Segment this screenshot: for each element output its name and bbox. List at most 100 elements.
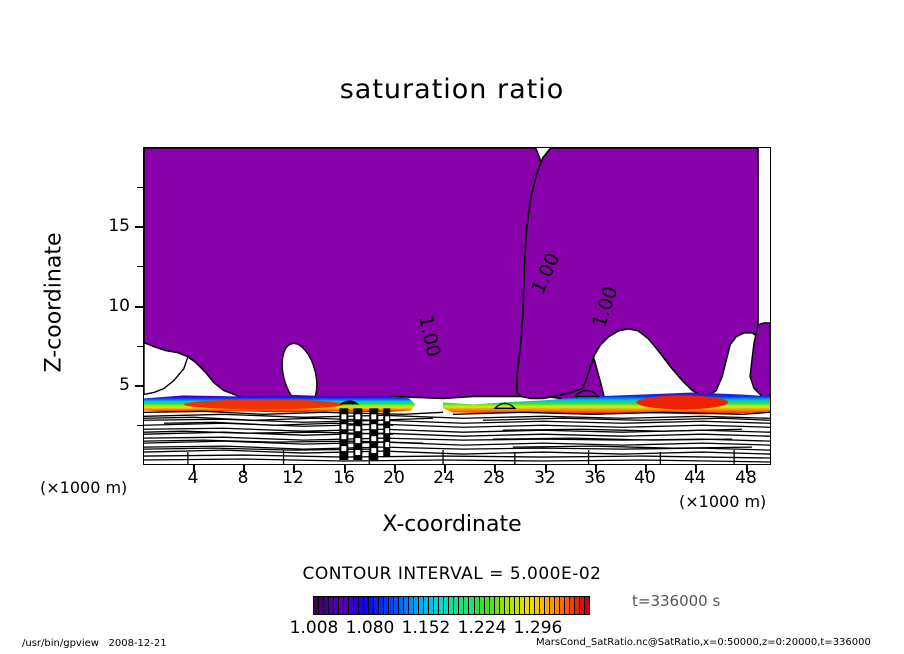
colorbar-cell xyxy=(319,597,325,614)
x-tick-label: 16 xyxy=(333,468,355,488)
colorbar-cell xyxy=(559,597,565,614)
colorbar-cell xyxy=(409,597,415,614)
colorbar-cell xyxy=(549,597,555,614)
colorbar-cell xyxy=(334,597,340,614)
plot-area[interactable]: 1.00 1.00 1.00 xyxy=(143,147,771,465)
colorbar-cell xyxy=(449,597,455,614)
colorbar-cell xyxy=(354,597,360,614)
colorbar-cell xyxy=(344,597,350,614)
x-tick-label: 8 xyxy=(237,468,249,488)
colorbar-cell xyxy=(494,597,500,614)
colorbar-cell xyxy=(394,597,400,614)
footer-source: MarsCond_SatRatio.nc@SatRatio,x=0:50000,… xyxy=(536,637,871,648)
colorbar-cell xyxy=(534,597,540,614)
x-tick-label: 20 xyxy=(383,468,405,488)
colorbar-cell xyxy=(314,597,320,614)
colorbar-cell xyxy=(339,597,345,614)
colorbar-cell xyxy=(579,597,585,614)
colorbar-cell xyxy=(479,597,485,614)
colorbar-cell xyxy=(464,597,470,614)
colorbar-cell xyxy=(459,597,465,614)
colorbar-cell xyxy=(399,597,405,614)
colorbar-tick-label: 1.224 xyxy=(457,618,507,638)
time-label: t=336000 s xyxy=(632,592,721,610)
colorbar-cell xyxy=(424,597,430,614)
colorbar-cell xyxy=(379,597,385,614)
colorbar-cell xyxy=(519,597,525,614)
surface-bump-c xyxy=(572,389,601,398)
footer-program: /usr/bin/gpview 2008-12-21 xyxy=(22,638,167,649)
page-title: saturation ratio xyxy=(339,74,565,105)
colorbar-cell xyxy=(369,597,375,614)
colorbar-tick-label: 1.080 xyxy=(345,618,395,638)
x-tick-label: 12 xyxy=(282,468,304,488)
colorbar-cell xyxy=(429,597,435,614)
x-axis-title: X-coordinate xyxy=(382,512,522,537)
colorbar-cell xyxy=(509,597,515,614)
colorbar-cell xyxy=(324,597,330,614)
x-tick-label: 36 xyxy=(584,468,606,488)
colorbar-cell xyxy=(404,597,410,614)
surface-bump-b xyxy=(493,402,517,410)
x-tick-label: 48 xyxy=(735,468,757,488)
right-cloud-region xyxy=(516,148,759,400)
x-tick-label: 28 xyxy=(483,468,505,488)
colorbar-tick-label: 1.152 xyxy=(401,618,451,638)
colorbar-cell xyxy=(499,597,505,614)
contour-label-cluster xyxy=(339,408,391,461)
colorbar-cell xyxy=(439,597,445,614)
colorbar-cell xyxy=(364,597,370,614)
colorbar-cell xyxy=(414,597,420,614)
colorbar-cell xyxy=(504,597,510,614)
x-tick-label: 24 xyxy=(433,468,455,488)
plot-canvas: 1.00 1.00 1.00 xyxy=(144,148,770,464)
colorbar-cell xyxy=(524,597,530,614)
x-tick-label: 4 xyxy=(187,468,199,488)
x-axis-unit: (×1000 m) xyxy=(679,492,767,511)
colorbar-cell xyxy=(544,597,550,614)
colorbar-tick-label: 1.008 xyxy=(289,618,339,638)
colorbar-cell xyxy=(419,597,425,614)
colorbar-cell xyxy=(374,597,380,614)
y-tick-label: 15 xyxy=(108,216,130,236)
colorbar-cell xyxy=(574,597,580,614)
x-tick-label: 32 xyxy=(534,468,556,488)
colorbar-cell xyxy=(384,597,390,614)
left-white-notch xyxy=(144,342,189,396)
colorbar-cell xyxy=(349,597,355,614)
colorbar-cell xyxy=(474,597,480,614)
colorbar-cell xyxy=(554,597,560,614)
colorbar-cell xyxy=(359,597,365,614)
colorbar[interactable] xyxy=(313,596,590,615)
x-tick-label: 40 xyxy=(634,468,656,488)
y-axis-title: Z-coordinate xyxy=(41,232,67,373)
x-tick-label: 44 xyxy=(684,468,706,488)
y-tick-label: 5 xyxy=(119,375,130,395)
colorbar-cell xyxy=(329,597,335,614)
colorbar-cell xyxy=(564,597,570,614)
colorbar-cell xyxy=(529,597,535,614)
y-tick-label: 10 xyxy=(108,296,130,316)
colorbar-cell xyxy=(434,597,440,614)
colorbar-cell xyxy=(454,597,460,614)
colorbar-cell xyxy=(584,597,589,614)
surface-bump-a xyxy=(339,400,360,405)
hot-spot-left xyxy=(183,399,344,410)
footer-date: 2008-12-21 xyxy=(108,638,167,649)
colorbar-cell xyxy=(484,597,490,614)
contour-field: 1.00 1.00 1.00 xyxy=(144,148,770,464)
colorbar-cell xyxy=(569,597,575,614)
contour-interval-label: CONTOUR INTERVAL = 5.000E-02 xyxy=(302,564,602,584)
footer-program-path: /usr/bin/gpview xyxy=(22,638,99,649)
colorbar-cell xyxy=(389,597,395,614)
colorbar-cell xyxy=(444,597,450,614)
right-edge-lobe xyxy=(749,322,770,400)
hot-spot-right xyxy=(636,395,729,410)
colorbar-cell xyxy=(469,597,475,614)
colorbar-cell xyxy=(514,597,520,614)
colorbar-cell xyxy=(539,597,545,614)
colorbar-tick-label: 1.296 xyxy=(513,618,563,638)
y-axis-unit: (×1000 m) xyxy=(40,478,128,497)
contour-label-ticks xyxy=(187,450,735,464)
colorbar-cell xyxy=(489,597,495,614)
